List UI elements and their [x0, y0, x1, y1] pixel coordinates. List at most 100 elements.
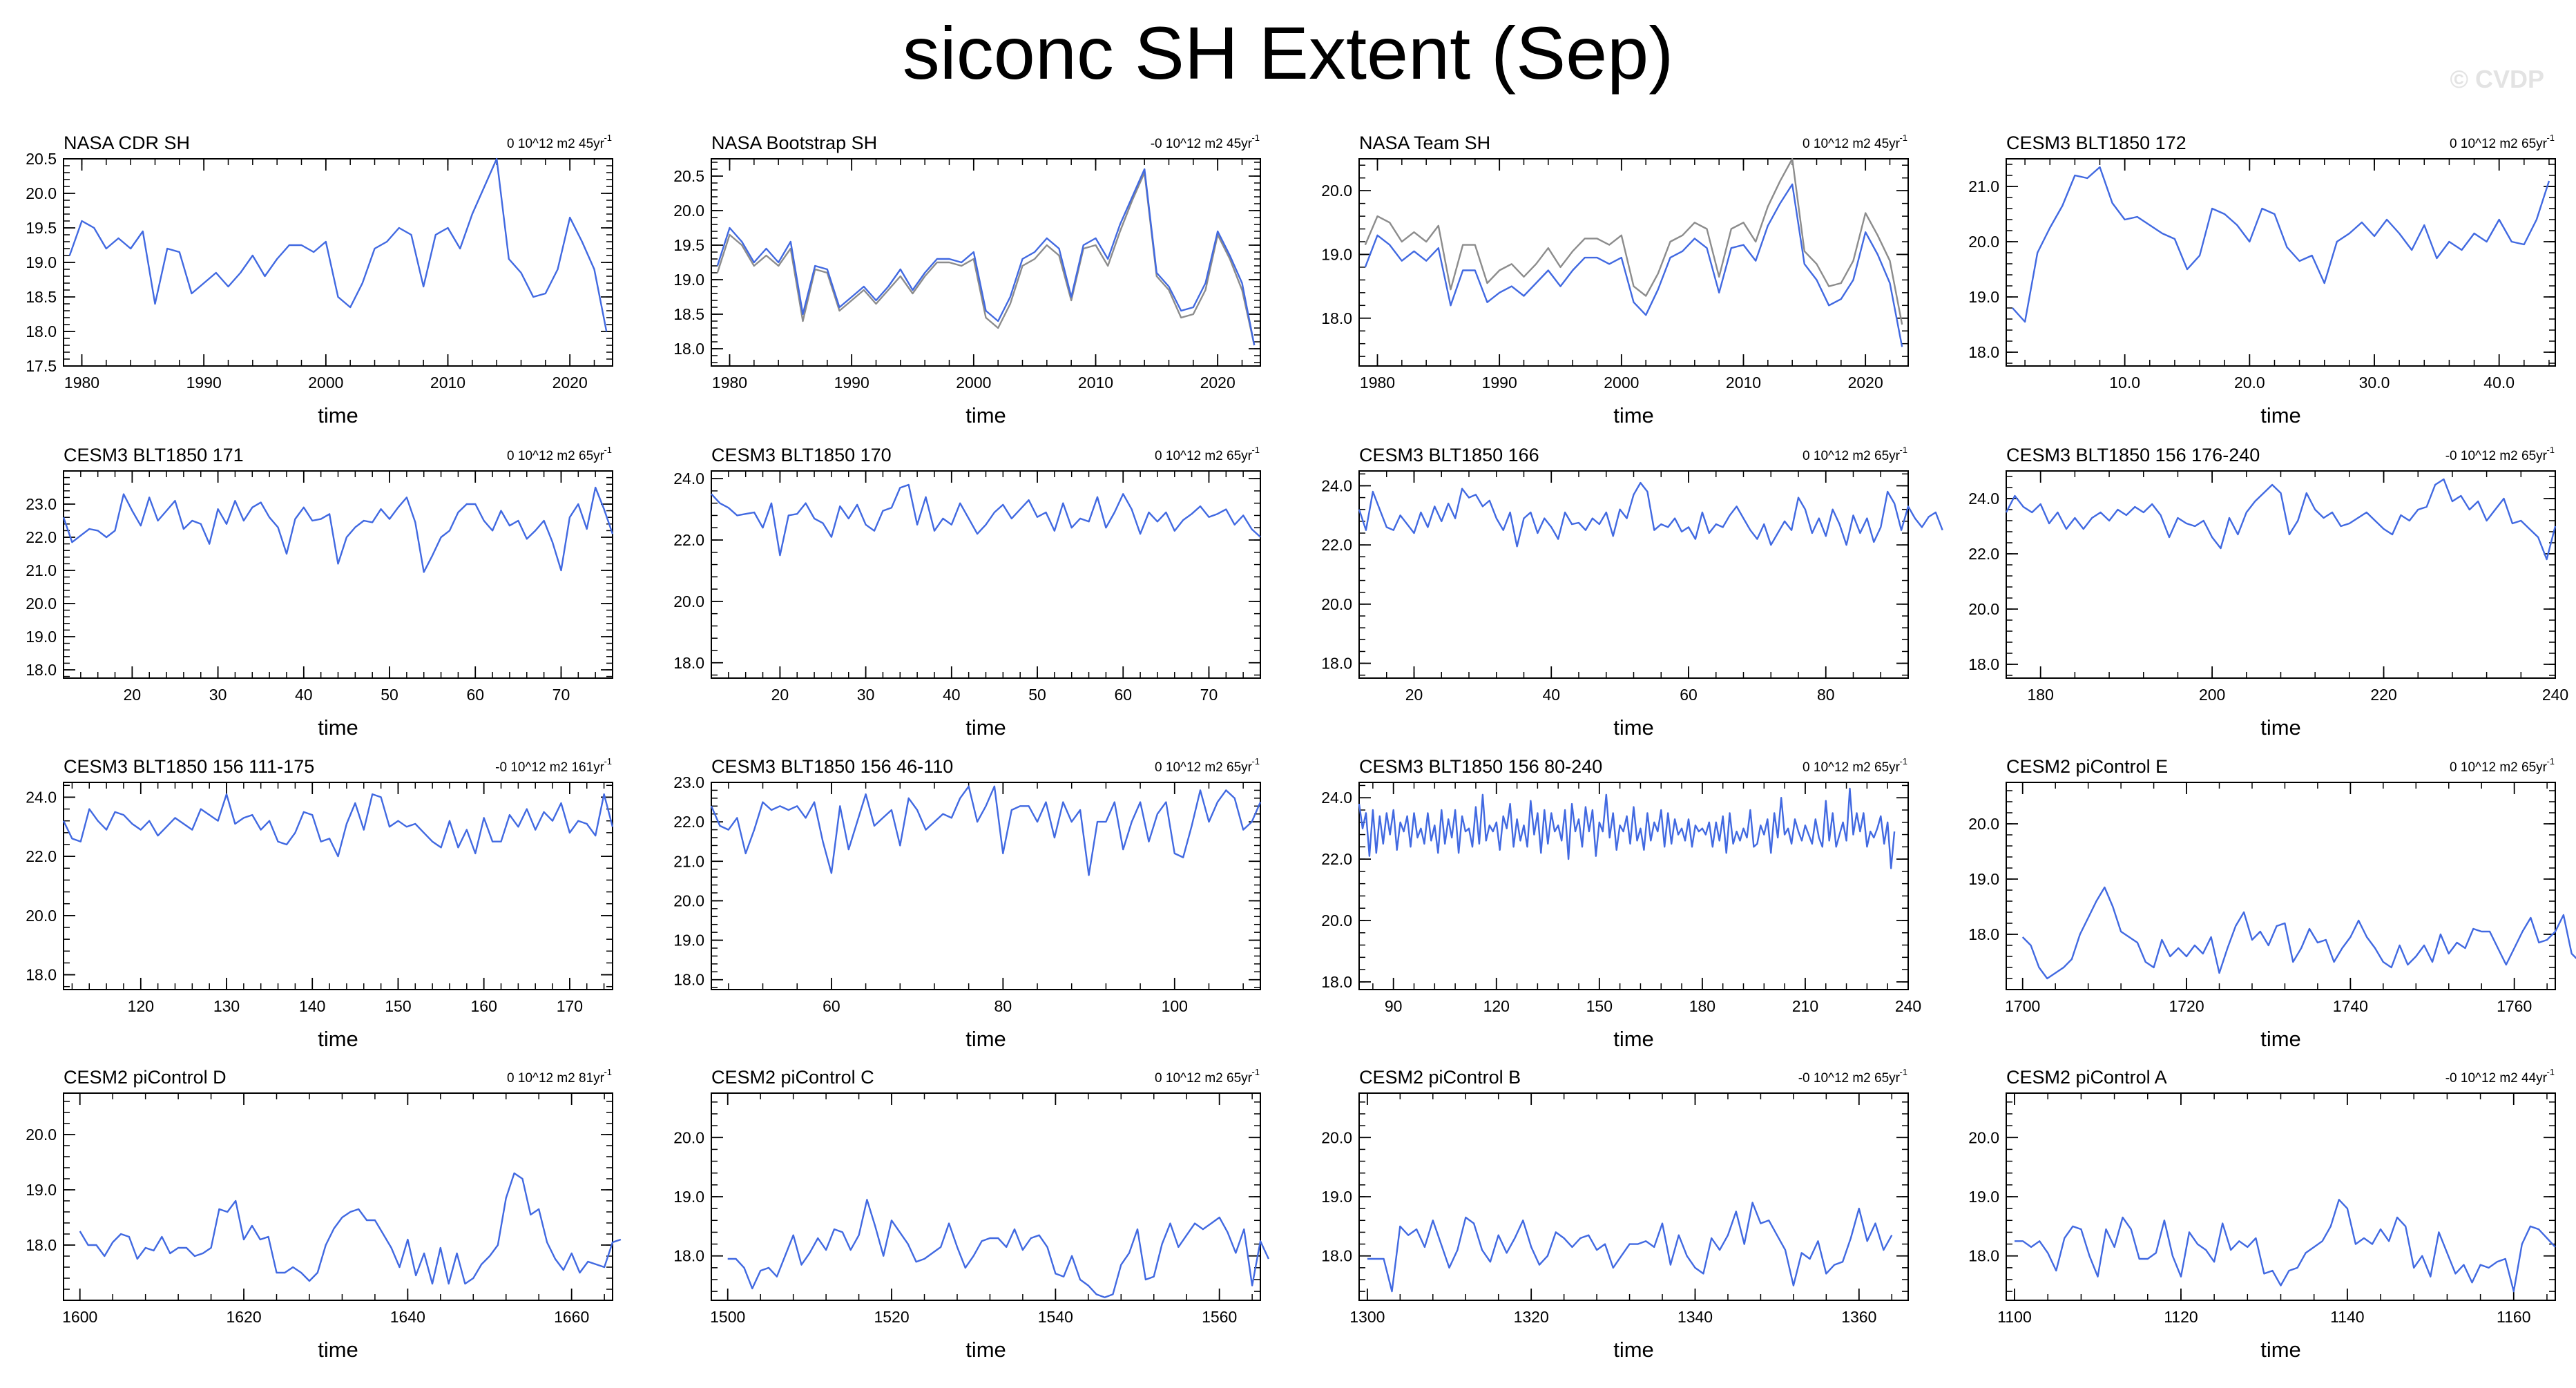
panel-title: CESM3 BLT1850 156 46-110: [711, 756, 953, 777]
plot-frame: [63, 1092, 613, 1301]
trend-label: 0 10^12 m2 65yr: [1155, 449, 1253, 463]
y-tick-label: 20.0: [1321, 1128, 1352, 1146]
y-tick-label: 18.0: [673, 971, 704, 989]
y-tick-label: 18.5: [673, 305, 704, 323]
trend-label: -0 10^12 m2 65yr: [1798, 1071, 1901, 1086]
y-tick-label: 18.0: [1968, 655, 1999, 673]
y-tick-label: 20.0: [673, 202, 704, 220]
y-tick-label: 21.0: [26, 561, 57, 579]
panel-title: CESM2 piControl C: [711, 1067, 874, 1088]
chart-panel-13: CESM2 piControl D 0 10^12 m2 81yr -1 1600 16…: [26, 1067, 622, 1362]
chart-panel-9: CESM3 BLT1850 156 111-175 -0 10^12 m2 161…: [26, 756, 614, 1051]
x-tick-label: 70: [1200, 686, 1218, 704]
x-tick-label: 180: [2028, 686, 2054, 704]
x-axis-label: time: [2260, 715, 2301, 740]
trend-label: -0 10^12 m2 44yr: [2445, 1071, 2548, 1086]
plot-frame: [711, 470, 1261, 679]
x-tick-label: 150: [385, 997, 411, 1015]
y-tick-label: 22.0: [1321, 850, 1352, 868]
y-tick-label: 20.0: [26, 1126, 57, 1144]
trend-label-superscript: -1: [604, 756, 612, 767]
trend-label-superscript: -1: [1899, 133, 1907, 143]
plot-frame: [63, 158, 613, 367]
series-line-1: [716, 171, 1256, 346]
x-tick-label: 2000: [308, 374, 343, 392]
x-axis-label: time: [318, 403, 358, 427]
plot-frame: [711, 1092, 1261, 1301]
series-line-1: [2005, 478, 2557, 561]
series-line-1: [62, 793, 614, 858]
x-tick-label: 2020: [552, 374, 588, 392]
y-tick-label: 23.0: [26, 495, 57, 513]
y-tick-label: 18.0: [1321, 1247, 1352, 1265]
trend-label-superscript: -1: [2546, 756, 2555, 767]
trend-label: 0 10^12 m2 65yr: [1803, 449, 1901, 463]
x-tick-label: 1100: [1997, 1308, 2031, 1326]
x-axis-label: time: [1613, 403, 1654, 427]
cvdp-watermark: © CVDP: [2450, 65, 2544, 93]
x-tick-label: 40: [943, 686, 961, 704]
x-tick-label: 170: [557, 997, 583, 1015]
y-tick-label: 20.0: [26, 595, 57, 613]
page-title: siconc SH Extent (Sep): [902, 11, 1674, 95]
chart-panel-15: CESM2 piControl B -0 10^12 m2 65yr -1 1300 1…: [1321, 1067, 1909, 1362]
x-tick-label: 1980: [64, 374, 99, 392]
y-tick-label: 18.5: [26, 288, 57, 306]
plot-frame: [711, 158, 1261, 367]
y-tick-label: 19.0: [26, 628, 57, 646]
y-tick-label: 19.0: [673, 1188, 704, 1206]
x-tick-label: 40.0: [2483, 374, 2515, 392]
x-tick-label: 1990: [186, 374, 222, 392]
panel-title: CESM2 piControl D: [64, 1067, 227, 1088]
plot-frame: [2006, 1092, 2556, 1301]
y-tick-label: 23.0: [673, 773, 704, 791]
panel-title: CESM3 BLT1850 166: [1359, 445, 1539, 465]
y-tick-label: 24.0: [1968, 490, 1999, 508]
x-tick-label: 20: [771, 686, 789, 704]
trend-label: -0 10^12 m2 45yr: [1151, 137, 1253, 151]
panel-title: CESM3 BLT1850 156 176-240: [2006, 445, 2260, 465]
x-tick-label: 50: [1028, 686, 1046, 704]
x-tick-label: 200: [2199, 686, 2225, 704]
x-tick-label: 120: [128, 997, 154, 1015]
panel-title: CESM3 BLT1850 171: [64, 445, 244, 465]
series-line-1: [711, 483, 1261, 557]
x-tick-label: 1700: [2005, 997, 2040, 1015]
x-tick-label: 1990: [1482, 374, 1517, 392]
x-tick-label: 1340: [1678, 1308, 1713, 1326]
y-tick-label: 18.0: [26, 322, 57, 340]
x-tick-label: 1360: [1841, 1308, 1876, 1326]
trend-label-superscript: -1: [604, 133, 612, 143]
x-tick-label: 60: [823, 997, 840, 1015]
x-axis-label: time: [1613, 1338, 1654, 1362]
trend-label-superscript: -1: [1899, 445, 1907, 455]
series-line-1: [2012, 166, 2550, 323]
y-tick-label: 18.0: [1321, 655, 1352, 673]
trend-label-superscript: -1: [1251, 1067, 1260, 1077]
trend-label-superscript: -1: [1251, 445, 1260, 455]
plot-frame: [2006, 782, 2556, 990]
trend-label-superscript: -1: [604, 445, 612, 455]
trend-label-superscript: -1: [2546, 445, 2555, 455]
plot-frame: [1358, 470, 1909, 679]
y-tick-label: 20.0: [1968, 815, 1999, 833]
panel-title: CESM3 BLT1850 172: [2006, 133, 2186, 153]
x-tick-label: 1620: [226, 1308, 261, 1326]
series-line-1: [1364, 157, 1903, 325]
y-tick-label: 18.0: [26, 966, 57, 984]
y-tick-label: 20.0: [1968, 600, 1999, 618]
panel-title: CESM3 BLT1850 170: [711, 445, 892, 465]
x-tick-label: 30.0: [2359, 374, 2390, 392]
x-tick-label: 1160: [2497, 1308, 2530, 1326]
x-tick-label: 1520: [874, 1308, 909, 1326]
trend-label: -0 10^12 m2 161yr: [495, 760, 605, 775]
trend-label: 0 10^12 m2 65yr: [507, 449, 605, 463]
x-tick-label: 220: [2370, 686, 2396, 704]
y-tick-label: 18.0: [26, 1236, 57, 1254]
trend-label: 0 10^12 m2 81yr: [507, 1071, 605, 1086]
y-tick-label: 21.0: [673, 852, 704, 870]
trend-label: 0 10^12 m2 45yr: [507, 137, 605, 151]
trend-label-superscript: -1: [1899, 756, 1907, 767]
